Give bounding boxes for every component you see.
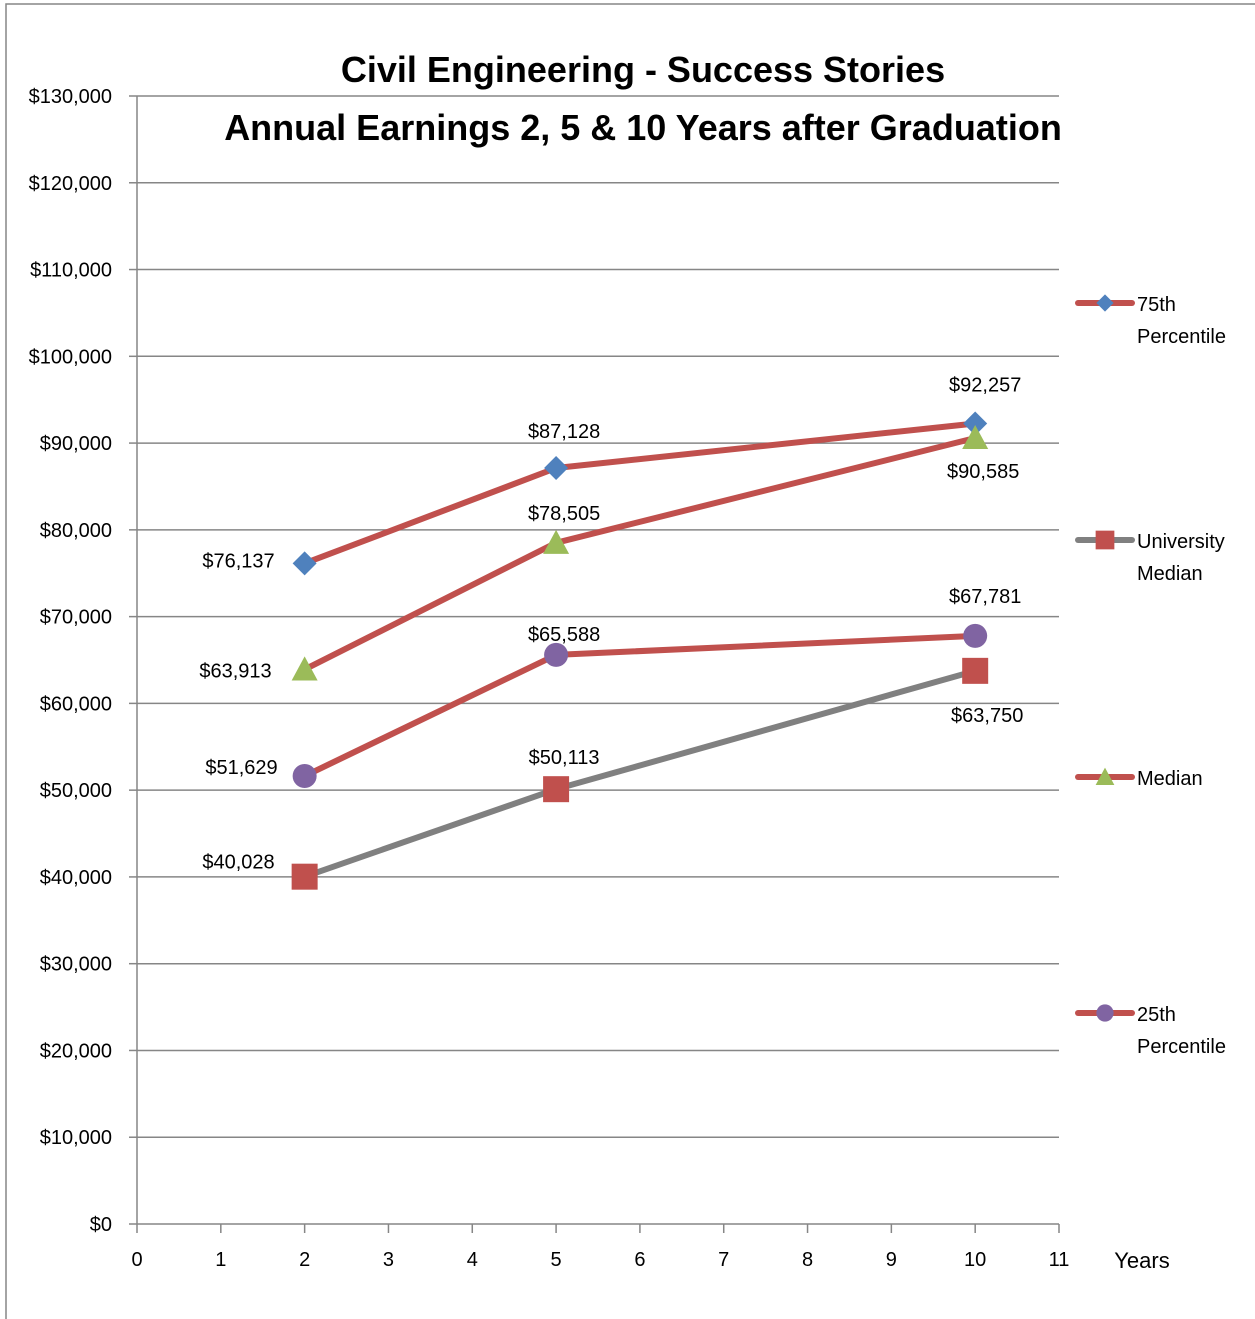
data-point-marker <box>543 529 570 554</box>
data-label: $67,781 <box>949 586 1021 608</box>
legend-marker-swatch <box>1095 767 1115 785</box>
data-point-marker <box>544 642 569 667</box>
x-tick-label: 11 <box>1049 1249 1070 1271</box>
data-label: $51,629 <box>205 757 277 779</box>
legend-label: Median <box>1137 563 1203 585</box>
data-point-marker <box>963 623 988 648</box>
data-labels: $76,137 $87,128 $92,257 $40,028 $50,113 $63,7… <box>199 374 1023 873</box>
chart-frame <box>5 3 1255 1319</box>
chart-subtitle: Annual Earnings 2, 5 & 10 Years after Gr… <box>224 107 1062 148</box>
chart-title: Civil Engineering - Success Stories <box>341 49 945 90</box>
y-tick-label: $20,000 <box>40 1040 112 1062</box>
data-label: $90,585 <box>947 461 1019 483</box>
y-tick-label: $60,000 <box>40 693 112 715</box>
legend-marker-swatch <box>1095 530 1115 550</box>
data-point-marker <box>544 455 569 480</box>
legend-label: Percentile <box>1137 1036 1226 1058</box>
legend-entry: Median <box>1075 767 1203 790</box>
axes: $0 $10,000 $20,000 $30,000 $40,000 $50,000 $60… <box>29 86 1070 1271</box>
data-label: $87,128 <box>528 421 600 443</box>
y-tick-label: $130,000 <box>29 86 112 108</box>
legend-label: Percentile <box>1137 326 1226 348</box>
series-group <box>291 411 989 890</box>
data-label: $78,505 <box>528 503 600 525</box>
data-label: $65,588 <box>528 624 600 646</box>
data-point-marker <box>962 425 989 450</box>
data-label: $63,750 <box>951 705 1023 727</box>
x-tick-label: 7 <box>718 1249 729 1271</box>
y-tick-label: $120,000 <box>29 173 112 195</box>
x-tick-label: 2 <box>299 1249 310 1271</box>
y-tick-label: $50,000 <box>40 780 112 802</box>
legend-label: Median <box>1137 768 1203 790</box>
x-tick-label: 0 <box>131 1249 142 1271</box>
data-point-marker <box>292 551 317 576</box>
x-tick-label: 4 <box>467 1249 478 1271</box>
data-point-marker <box>292 764 317 789</box>
x-axis-title: Years <box>1114 1248 1169 1273</box>
legend-label: 25th <box>1137 1004 1176 1026</box>
legend-entry: University Median <box>1075 530 1225 585</box>
y-tick-label: $110,000 <box>30 260 112 282</box>
legend-entry: 25th Percentile <box>1075 1004 1226 1058</box>
y-tick-label: $100,000 <box>29 346 112 368</box>
x-tick-label: 5 <box>551 1249 562 1271</box>
legend-entry: 75th Percentile <box>1075 294 1226 348</box>
x-tick-label: 1 <box>215 1249 226 1271</box>
data-label: $63,913 <box>199 660 271 682</box>
y-tick-label: $10,000 <box>40 1127 112 1149</box>
gridlines <box>137 95 1059 1138</box>
y-tick-label: $90,000 <box>40 433 112 455</box>
x-tick-label: 10 <box>964 1249 986 1271</box>
data-label: $76,137 <box>202 550 274 572</box>
data-point-marker <box>543 776 570 803</box>
data-label: $92,257 <box>949 374 1021 396</box>
data-label: $50,113 <box>529 747 600 769</box>
x-tick-label: 8 <box>802 1249 813 1271</box>
data-label: $40,028 <box>202 852 274 874</box>
y-tick-label: $40,000 <box>40 867 112 889</box>
y-tick-label: $70,000 <box>40 607 112 629</box>
legend: 75th Percentile University Median Median 25th… <box>1075 294 1226 1058</box>
x-tick-label: 3 <box>383 1249 394 1271</box>
y-tick-label: $30,000 <box>40 954 112 976</box>
data-point-marker <box>291 863 318 890</box>
legend-label: 75th <box>1137 294 1176 316</box>
x-tick-label: 6 <box>634 1249 645 1271</box>
legend-marker-swatch <box>1096 1004 1114 1022</box>
y-tick-label: $80,000 <box>40 520 112 542</box>
x-tick-label: 9 <box>886 1249 897 1271</box>
data-point-marker <box>963 411 988 436</box>
legend-marker-swatch <box>1096 294 1114 312</box>
y-tick-label: $0 <box>90 1214 112 1236</box>
legend-label: University <box>1137 531 1225 553</box>
data-point-marker <box>962 657 989 684</box>
data-point-marker <box>291 656 318 681</box>
